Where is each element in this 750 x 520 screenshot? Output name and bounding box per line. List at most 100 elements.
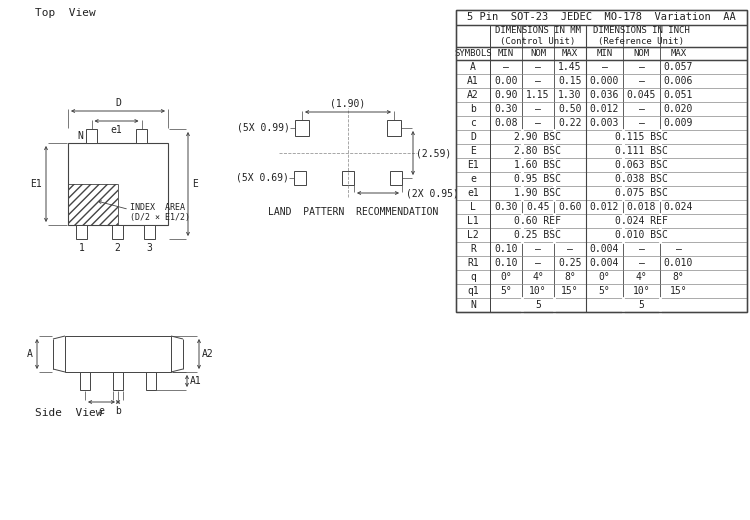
Text: 0.30: 0.30 xyxy=(494,202,517,212)
Text: E: E xyxy=(470,146,476,156)
Text: —: — xyxy=(535,104,541,114)
Text: —: — xyxy=(535,258,541,268)
Text: —: — xyxy=(638,244,644,254)
Text: E1: E1 xyxy=(30,179,42,189)
Text: R: R xyxy=(470,244,476,254)
Text: 5: 5 xyxy=(535,300,541,310)
Text: 0.95 BSC: 0.95 BSC xyxy=(514,174,562,184)
Text: 0.004: 0.004 xyxy=(590,244,620,254)
Text: 0.038 BSC: 0.038 BSC xyxy=(615,174,668,184)
Text: 0.22: 0.22 xyxy=(558,118,582,128)
Text: —: — xyxy=(535,244,541,254)
Text: L2: L2 xyxy=(467,230,478,240)
Text: 0.010: 0.010 xyxy=(664,258,693,268)
Text: e: e xyxy=(470,174,476,184)
Text: Side  View: Side View xyxy=(35,408,103,418)
Bar xyxy=(86,129,97,143)
Text: —: — xyxy=(535,76,541,86)
Text: A1: A1 xyxy=(190,376,202,386)
Text: D: D xyxy=(115,98,121,108)
Text: —: — xyxy=(638,104,644,114)
Bar xyxy=(136,129,147,143)
Text: 10°: 10° xyxy=(633,286,650,296)
Text: 2.80 BSC: 2.80 BSC xyxy=(514,146,562,156)
Text: b: b xyxy=(115,406,121,416)
Text: 15°: 15° xyxy=(670,286,687,296)
Text: MAX: MAX xyxy=(562,49,578,58)
Text: 0.057: 0.057 xyxy=(664,62,693,72)
Text: 0.60 REF: 0.60 REF xyxy=(514,216,562,226)
Bar xyxy=(68,184,118,225)
Text: —: — xyxy=(676,244,682,254)
Text: —: — xyxy=(535,118,541,128)
Text: 2: 2 xyxy=(115,243,121,253)
Text: N: N xyxy=(77,131,83,141)
Text: 0.000: 0.000 xyxy=(590,76,620,86)
Text: —: — xyxy=(602,62,608,72)
Text: 0.010 BSC: 0.010 BSC xyxy=(615,230,668,240)
Text: 0°: 0° xyxy=(500,272,512,282)
Text: MIN: MIN xyxy=(498,49,514,58)
Text: A: A xyxy=(470,62,476,72)
Text: 8°: 8° xyxy=(673,272,684,282)
Bar xyxy=(112,225,123,239)
Text: R1: R1 xyxy=(467,258,478,268)
Text: —: — xyxy=(638,118,644,128)
Bar xyxy=(68,143,168,225)
Bar xyxy=(113,372,123,390)
Text: e: e xyxy=(98,406,104,416)
Text: 5: 5 xyxy=(638,300,644,310)
Bar xyxy=(295,120,309,136)
Bar xyxy=(387,120,401,136)
Text: 2.90 BSC: 2.90 BSC xyxy=(514,132,562,142)
Text: 0.009: 0.009 xyxy=(664,118,693,128)
Bar xyxy=(144,225,155,239)
Text: E: E xyxy=(192,179,198,189)
Text: 0.036: 0.036 xyxy=(590,90,620,100)
Text: 1.15: 1.15 xyxy=(526,90,550,100)
Text: 0.08: 0.08 xyxy=(494,118,517,128)
Text: q1: q1 xyxy=(467,286,478,296)
Bar xyxy=(76,225,87,239)
Text: 15°: 15° xyxy=(561,286,579,296)
Text: 4°: 4° xyxy=(635,272,647,282)
Text: 0.075 BSC: 0.075 BSC xyxy=(615,188,668,198)
Text: 0.30: 0.30 xyxy=(494,104,517,114)
Bar xyxy=(342,171,354,185)
Text: —: — xyxy=(638,62,644,72)
Text: L1: L1 xyxy=(467,216,478,226)
Text: Top  View: Top View xyxy=(35,8,96,18)
Text: 0.00: 0.00 xyxy=(494,76,517,86)
Text: 0.063 BSC: 0.063 BSC xyxy=(615,160,668,170)
Bar xyxy=(456,10,747,312)
Text: NOM: NOM xyxy=(634,49,650,58)
Text: 0.90: 0.90 xyxy=(494,90,517,100)
Text: (5X 0.69): (5X 0.69) xyxy=(236,173,289,183)
Text: SYMBOLS: SYMBOLS xyxy=(454,49,492,58)
Text: E1: E1 xyxy=(467,160,478,170)
Text: 1.90 BSC: 1.90 BSC xyxy=(514,188,562,198)
Text: q: q xyxy=(470,272,476,282)
Text: INDEX  AREA
(D/2 × E1/2): INDEX AREA (D/2 × E1/2) xyxy=(130,203,190,222)
Bar xyxy=(456,10,747,312)
Text: DIMENSIONS IN MM
(Control Unit): DIMENSIONS IN MM (Control Unit) xyxy=(495,26,581,46)
Text: 5 Pin  SOT-23  JEDEC  MO-178  Variation  AA: 5 Pin SOT-23 JEDEC MO-178 Variation AA xyxy=(467,12,736,22)
Text: 0.018: 0.018 xyxy=(627,202,656,212)
Text: —: — xyxy=(638,76,644,86)
Text: —: — xyxy=(567,244,573,254)
Text: 0.004: 0.004 xyxy=(590,258,620,268)
Text: 0.10: 0.10 xyxy=(494,244,517,254)
Text: A2: A2 xyxy=(467,90,478,100)
Text: 0.50: 0.50 xyxy=(558,104,582,114)
Text: NOM: NOM xyxy=(530,49,546,58)
Text: (5X 0.99): (5X 0.99) xyxy=(237,123,290,133)
Text: 5°: 5° xyxy=(500,286,512,296)
Text: 0.012: 0.012 xyxy=(590,202,620,212)
Text: A1: A1 xyxy=(467,76,478,86)
Text: 0.25: 0.25 xyxy=(558,258,582,268)
Text: 8°: 8° xyxy=(564,272,576,282)
Text: e1: e1 xyxy=(467,188,478,198)
Text: A2: A2 xyxy=(202,349,214,359)
Text: —: — xyxy=(638,258,644,268)
Text: 10°: 10° xyxy=(530,286,547,296)
